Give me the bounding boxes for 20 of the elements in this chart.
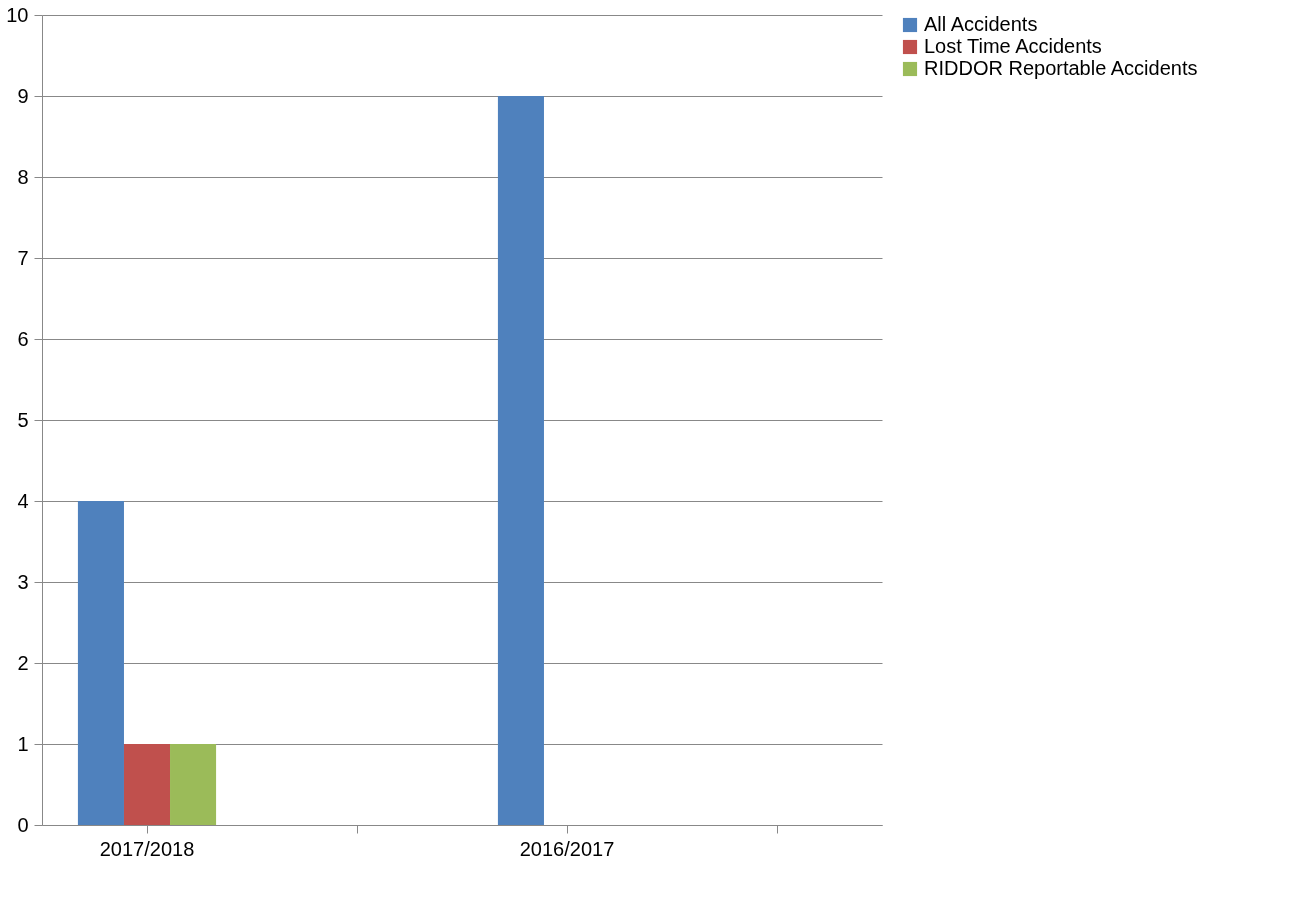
y-tick-label: 0 <box>17 813 29 836</box>
bar <box>123 744 171 825</box>
y-tick-label: 3 <box>17 570 29 593</box>
bar <box>497 96 544 825</box>
y-tick-label: 5 <box>17 408 29 431</box>
x-tick-label: 2016/2017 <box>519 837 615 860</box>
y-tick-label: 4 <box>17 489 29 512</box>
legend-label: All Accidents <box>924 13 1038 35</box>
y-tick-label: 7 <box>17 246 29 269</box>
x-tick-label: 2017/2018 <box>99 837 195 860</box>
y-tick-label: 1 <box>17 732 29 755</box>
y-tick-label: 8 <box>17 165 29 188</box>
y-tick-label: 9 <box>17 84 29 107</box>
y-tick-label: 10 <box>6 3 29 26</box>
bar <box>77 501 124 825</box>
legend-label: Lost Time Accidents <box>924 35 1102 57</box>
y-tick-label: 2 <box>17 651 29 674</box>
bar <box>170 744 217 825</box>
y-tick-label: 6 <box>17 327 29 350</box>
legend-label: RIDDOR Reportable Accidents <box>924 57 1198 79</box>
